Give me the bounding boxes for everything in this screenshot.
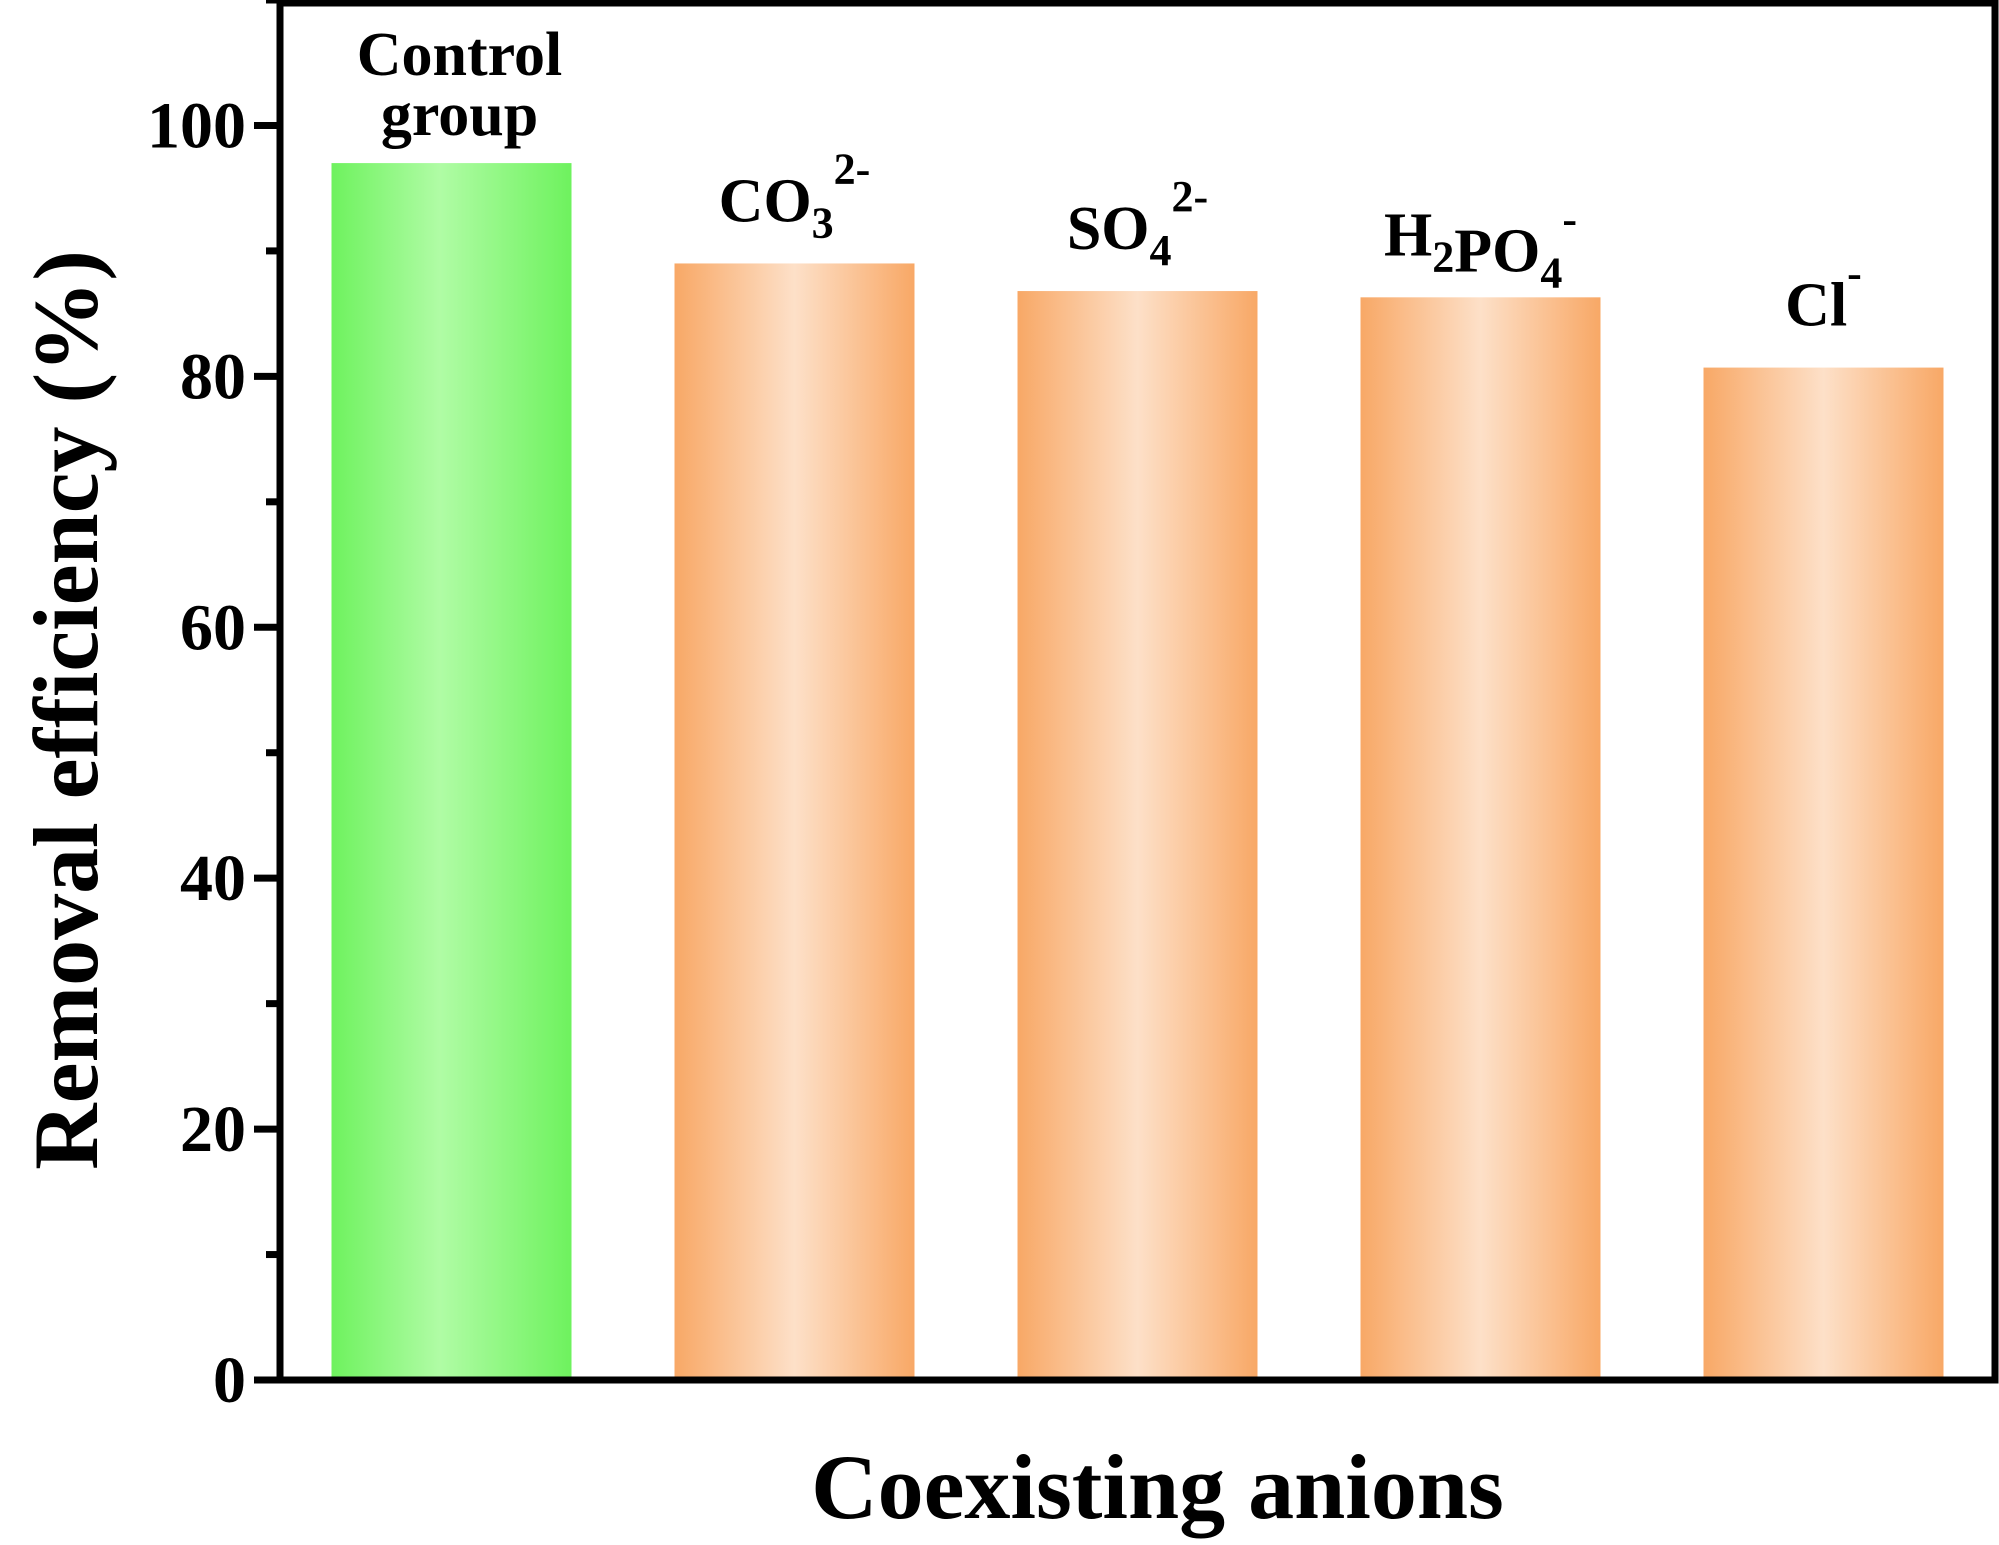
bar-0: [331, 163, 572, 1380]
y-tick-label: 0: [213, 1344, 246, 1417]
y-axis-title: Removal efficiency (%): [15, 250, 117, 1170]
y-tick-label: 40: [180, 842, 246, 915]
bar-4: [1703, 367, 1944, 1381]
bar-1: [674, 263, 915, 1380]
bar-label-0: Control group: [357, 21, 563, 149]
bar-label-3: H2PO4-: [1384, 194, 1577, 297]
bar-label-4: Cl-: [1785, 249, 1862, 340]
bars-group: [331, 163, 1944, 1381]
y-tick-label: 20: [180, 1093, 246, 1166]
y-axis-tick-labels: 0 20 40 60 80 100: [147, 89, 246, 1417]
y-axis-ticks: [254, 0, 280, 1384]
bar-labels-group: Control group CO32- SO42- H2PO4- Cl-: [357, 21, 1862, 339]
bar-3: [1360, 297, 1601, 1380]
plot-frame: [276, 0, 1999, 1384]
x-axis-title: Coexisting anions: [811, 1436, 1504, 1538]
y-tick-label: 60: [180, 591, 246, 664]
bar-2: [1017, 291, 1258, 1380]
y-tick-label: 100: [147, 89, 246, 162]
y-tick-label: 80: [180, 340, 246, 413]
bar-label-1: CO32-: [719, 144, 871, 247]
bar-label-2: SO42-: [1067, 172, 1208, 275]
